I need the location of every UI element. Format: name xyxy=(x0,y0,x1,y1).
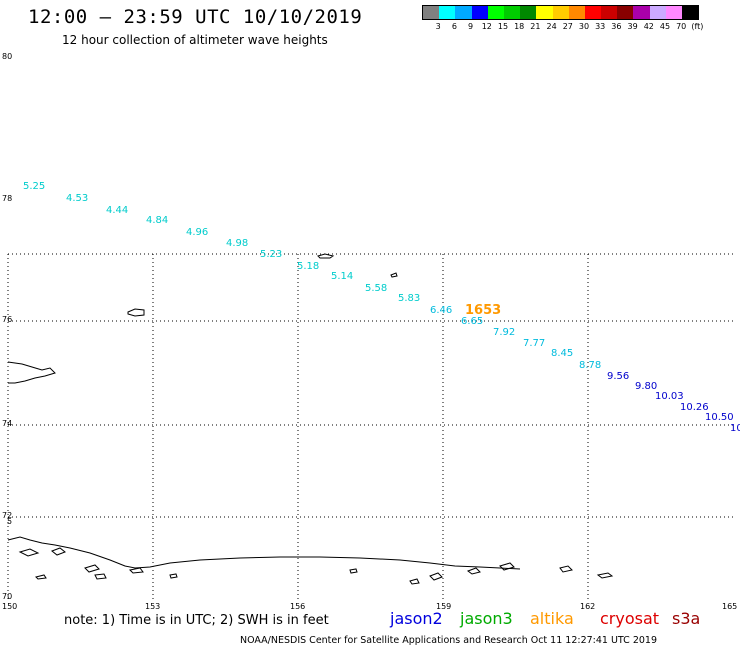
wave-height-value: 10 xyxy=(730,423,740,434)
lat-lon-grid xyxy=(7,253,734,600)
scale-swatch xyxy=(520,6,537,19)
longitude-label: 150 xyxy=(2,602,18,611)
wave-height-value: 9.56 xyxy=(607,371,630,382)
satellite-legend-cryosat: cryosat xyxy=(600,609,660,628)
footer-credit: NOAA/NESDIS Center for Satellite Applica… xyxy=(240,635,657,646)
scale-swatch xyxy=(601,6,618,19)
wave-height-value: 4.44 xyxy=(106,205,129,216)
scale-label: (ft) xyxy=(691,22,704,31)
scale-swatch xyxy=(439,6,456,19)
wave-height-value: 7.77 xyxy=(523,338,546,349)
scale-swatch xyxy=(455,6,472,19)
map-subtitle: 12 hour collection of altimeter wave hei… xyxy=(62,33,328,47)
wave-height-value: 5.18 xyxy=(297,261,320,272)
scale-label: 42 xyxy=(643,22,654,31)
scale-label: 36 xyxy=(611,22,622,31)
scale-swatch xyxy=(487,6,504,19)
wave-height-value: 7.92 xyxy=(493,327,516,338)
scale-label: 30 xyxy=(578,22,590,31)
satellite-legend-altika: altika xyxy=(530,609,574,628)
latitude-label: 72 xyxy=(2,511,13,520)
latitude-label: 74 xyxy=(2,419,13,428)
scale-label: 45 xyxy=(659,22,671,31)
scale-label: 70 xyxy=(676,22,687,31)
scale-swatch xyxy=(649,6,666,19)
time-label: 1653 xyxy=(465,303,502,318)
coastline xyxy=(7,253,614,585)
scale-label: 27 xyxy=(562,22,573,31)
scale-label: 18 xyxy=(514,22,525,31)
wave-height-color-scale: 3 6 9 12 15 18 21 24 27 30 33 36 39 42 45 70 (ft) xyxy=(422,5,703,34)
latitude-label: 80 xyxy=(2,52,13,61)
scale-swatch xyxy=(682,6,699,19)
scale-label: 24 xyxy=(546,22,557,31)
wave-height-value: 4.98 xyxy=(226,238,249,249)
scale-swatch xyxy=(568,6,585,19)
satellite-legend-jason3: jason3 xyxy=(460,609,513,628)
scale-label: 12 xyxy=(481,22,492,31)
note-text: note: 1) Time is in UTC; 2) SWH is in fe… xyxy=(64,613,329,628)
scale-swatch xyxy=(584,6,602,19)
scale-swatch xyxy=(665,6,682,19)
scale-swatch xyxy=(633,6,650,19)
wave-height-value: 9.80 xyxy=(635,381,658,392)
wave-height-value: 4.96 xyxy=(186,227,209,238)
scale-swatch xyxy=(552,6,569,19)
scale-label: 3 xyxy=(435,22,441,31)
wave-height-value: 5.83 xyxy=(398,293,421,304)
longitude-label: 153 xyxy=(145,602,161,611)
scale-swatch xyxy=(423,6,440,19)
scale-swatch xyxy=(503,6,521,19)
latitude-label: 70 xyxy=(2,592,13,601)
wave-height-value: 5.14 xyxy=(331,271,354,282)
wave-height-value: 5.25 xyxy=(23,181,46,192)
longitude-label: 162 xyxy=(580,602,596,611)
wave-height-value: 6.65 xyxy=(461,316,484,327)
wave-height-value: 10.50 xyxy=(705,412,734,423)
wave-height-value: 10.26 xyxy=(680,402,709,413)
latitude-label: 78 xyxy=(2,194,13,203)
latitude-label: 5 xyxy=(7,517,13,526)
longitude-label: 165 xyxy=(722,602,738,611)
scale-label: 33 xyxy=(595,22,606,31)
scale-swatch xyxy=(536,6,553,19)
wave-height-value: 8.45 xyxy=(551,348,574,359)
longitude-label: 159 xyxy=(436,602,452,611)
wave-height-value: 6.46 xyxy=(430,305,453,316)
latitude-label: 76 xyxy=(2,315,13,324)
scale-swatch xyxy=(617,6,634,19)
wave-height-value: 5.23 xyxy=(260,249,283,260)
scale-label: 6 xyxy=(451,22,457,31)
scale-label: 15 xyxy=(497,22,509,31)
scale-label: 9 xyxy=(468,22,474,31)
wave-height-value: 10.03 xyxy=(655,391,684,402)
satellite-legend-s3a: s3a xyxy=(672,609,701,628)
wave-height-value: 8.78 xyxy=(579,360,602,371)
scale-swatch xyxy=(471,6,488,19)
wave-height-value: 4.84 xyxy=(146,215,169,226)
scale-label: 39 xyxy=(627,22,638,31)
scale-label: 21 xyxy=(530,22,541,31)
longitude-label: 156 xyxy=(290,602,306,611)
map-title: 12:00 – 23:59 UTC 10/10/2019 xyxy=(28,6,363,28)
wave-height-value: 5.58 xyxy=(365,283,388,294)
wave-height-value: 4.53 xyxy=(66,193,89,204)
satellite-legend-jason2: jason2 xyxy=(390,609,443,628)
